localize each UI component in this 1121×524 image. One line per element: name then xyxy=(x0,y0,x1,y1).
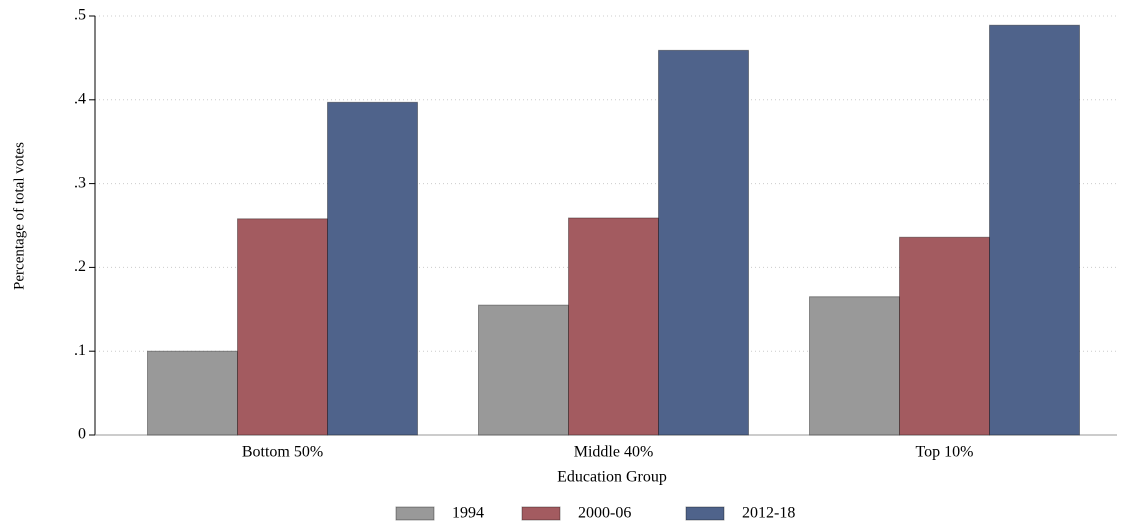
legend-label: 2012-18 xyxy=(742,505,795,522)
x-tick-label: Middle 40% xyxy=(574,444,654,461)
legend-label: 1994 xyxy=(452,505,484,522)
bar xyxy=(478,304,569,436)
x-axis-label: Education Group xyxy=(557,469,667,486)
y-axis-label: Percentage of total votes xyxy=(11,142,27,290)
x-tick-label: Top 10% xyxy=(916,444,974,461)
y-tick-label: .5 xyxy=(74,7,86,24)
bar xyxy=(568,217,659,436)
bar xyxy=(989,24,1080,436)
bar xyxy=(147,350,238,436)
bar xyxy=(899,236,990,436)
legend-swatch xyxy=(521,506,561,521)
y-tick-label: .4 xyxy=(74,90,86,107)
y-tick-label: .3 xyxy=(74,174,86,191)
legend-label: 2000-06 xyxy=(578,505,631,522)
y-tick-label: .1 xyxy=(74,342,86,359)
y-tick-label: .2 xyxy=(74,258,86,275)
y-tick-label: 0 xyxy=(78,426,86,443)
x-tick-label: Bottom 50% xyxy=(242,444,323,461)
legend-swatch xyxy=(685,506,725,521)
bar xyxy=(327,101,418,436)
bar xyxy=(658,49,749,436)
bar xyxy=(237,218,328,436)
legend-swatch xyxy=(395,506,435,521)
bar xyxy=(809,296,900,436)
